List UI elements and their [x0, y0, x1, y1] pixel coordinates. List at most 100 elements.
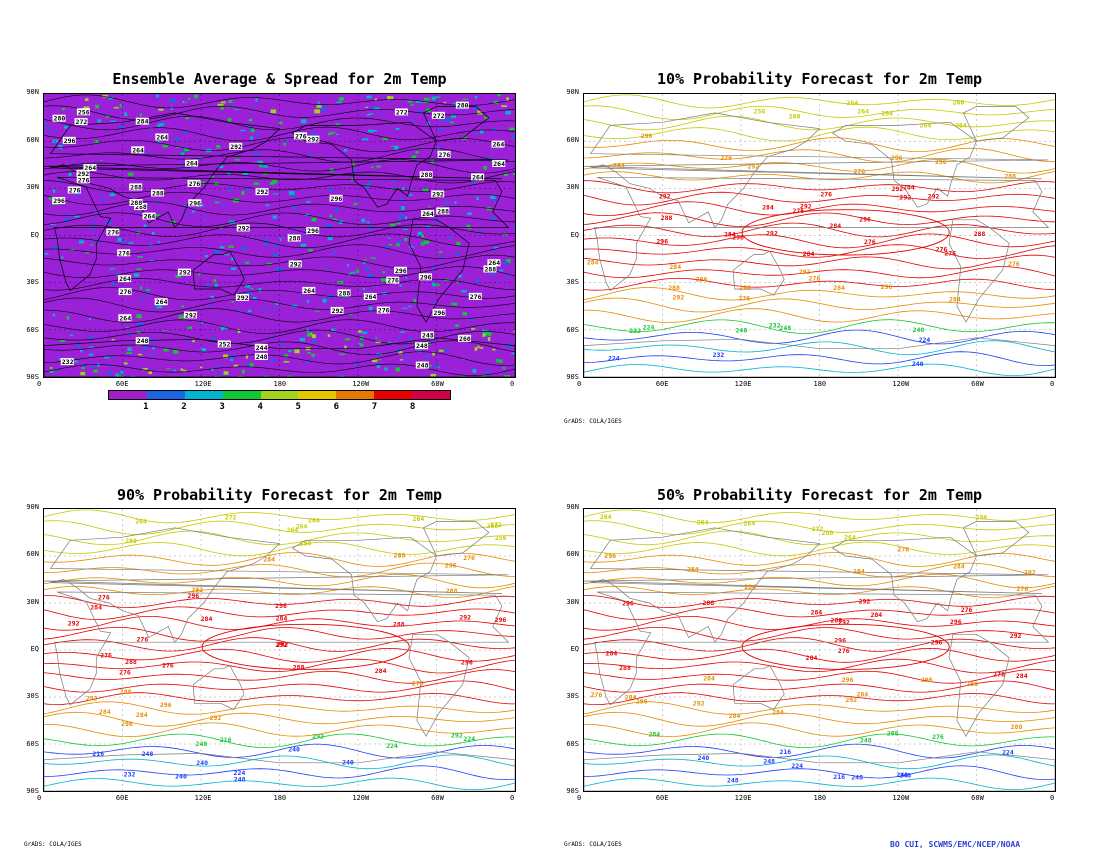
contour-value-label: 264 [697, 519, 709, 527]
lat-label: 60S [566, 739, 579, 748]
spread-cell [210, 295, 214, 300]
spread-cell [124, 362, 128, 365]
spread-cell [410, 104, 414, 106]
spread-cell [434, 364, 438, 368]
spread-cell [137, 323, 143, 327]
spread-cell [320, 106, 327, 111]
label-background [483, 265, 497, 273]
spread-cell [137, 177, 140, 180]
spread-cell [145, 289, 151, 291]
spread-cell [365, 184, 371, 186]
spread-cell [339, 375, 345, 377]
spread-cell [435, 283, 440, 287]
label-background [235, 293, 249, 301]
spread-cell [48, 196, 52, 200]
spread-cell [398, 214, 404, 219]
contour-value-label: 296 [495, 616, 507, 624]
temperature-contour [584, 105, 1055, 121]
label-background [236, 224, 250, 232]
contour-value-label: 292 [838, 618, 850, 626]
spread-cell [325, 223, 332, 227]
label-background [185, 159, 199, 167]
spread-cell [383, 246, 389, 249]
spread-cell [207, 303, 210, 306]
label-background [329, 194, 343, 202]
contour-value-label: 296 [921, 676, 933, 684]
spread-cell [314, 310, 320, 312]
temperature-contour [44, 765, 515, 780]
lon-label: 60E [115, 794, 129, 802]
lon-label: 60W [431, 794, 444, 802]
contour-value-label: 292 [275, 641, 287, 649]
spread-cell [81, 366, 85, 370]
spread-cell [474, 96, 478, 99]
spread-cell [408, 194, 413, 196]
label-background [287, 234, 301, 242]
spread-cell [74, 215, 80, 218]
spread-cell [128, 242, 134, 244]
contour-value-label: 296 [696, 276, 708, 284]
spread-cell [139, 297, 144, 300]
spread-cell [66, 315, 69, 320]
spread-cell [159, 123, 165, 126]
contour-value-label: 276 [120, 288, 132, 296]
contour-value-label: 288 [703, 599, 715, 607]
contour-value-label: 276 [470, 293, 482, 301]
spread-cell [272, 179, 278, 184]
spread-cell [245, 284, 251, 288]
coastline [291, 536, 437, 623]
spread-cell [402, 187, 405, 191]
spread-cell [80, 169, 85, 171]
spread-cell [137, 353, 143, 356]
spread-cell [331, 328, 336, 332]
spread-cell [97, 119, 101, 123]
contour-value-label: 276 [961, 606, 973, 614]
spread-cell [286, 138, 289, 142]
contour-value-label: 284 [587, 258, 599, 266]
spread-cell [396, 222, 401, 225]
contour-value-label: 248 [137, 337, 149, 345]
contour-value-label: 276 [412, 679, 424, 687]
contour-value-label: 276 [118, 249, 130, 257]
spread-cell [363, 259, 368, 261]
spread-cell [329, 214, 333, 218]
spread-cell [270, 337, 274, 340]
spread-cell [378, 358, 382, 361]
contour-value-label: 296 [859, 216, 871, 224]
spread-cell [227, 118, 232, 120]
spread-cell [461, 136, 467, 140]
spread-cell [269, 181, 275, 185]
spread-cell [479, 130, 484, 134]
contour-value-label: 292 [459, 614, 471, 622]
spread-cell [80, 371, 86, 376]
contour-value-label: 284 [829, 222, 841, 230]
spread-cell [445, 117, 451, 122]
spread-cell [283, 142, 286, 146]
contour-value-label: 288 [293, 664, 305, 672]
temperature-contour [44, 658, 515, 674]
contour-value-label: 292 [210, 714, 222, 722]
spread-cell [356, 268, 360, 273]
contour-value-label: 292 [290, 260, 302, 268]
spread-cell [447, 236, 452, 239]
spread-cell [455, 324, 460, 327]
spread-cell [227, 119, 231, 123]
spread-cell [425, 225, 432, 228]
contour-value-label: 232 [713, 351, 725, 359]
contour-value-label: 292 [191, 586, 203, 594]
spread-cell [117, 237, 122, 242]
spread-cell [511, 352, 515, 355]
map-canvas: 2922842322762562762842842962802402642242… [44, 509, 515, 791]
spread-cell [118, 125, 125, 129]
contour-value-label: 248 [422, 332, 434, 340]
spread-cell [89, 335, 94, 339]
spread-cell [140, 286, 143, 290]
spread-cell [357, 330, 362, 333]
contour-value-label: 292 [1024, 568, 1036, 576]
spread-cell [233, 364, 239, 368]
spread-cell [303, 234, 307, 236]
spread-cell [374, 98, 377, 102]
spread-cell [98, 194, 102, 196]
spread-cell [229, 220, 236, 224]
contour-value-label: 284 [1016, 672, 1028, 680]
